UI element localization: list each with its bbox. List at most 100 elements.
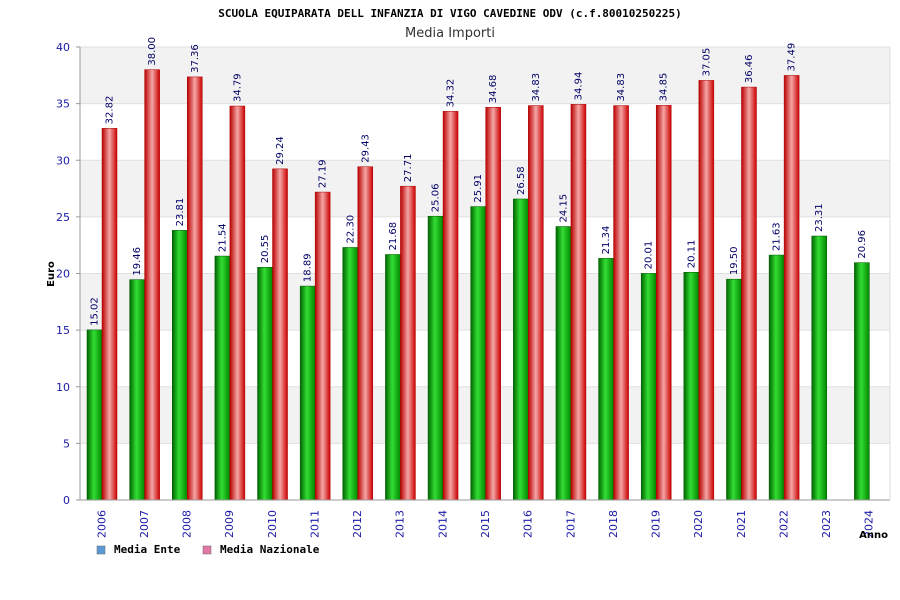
value-label: 26.58: [516, 166, 527, 195]
x-tick-label: 2013: [394, 510, 407, 538]
value-label: 22.30: [345, 215, 356, 244]
y-axis-label: Euro: [46, 261, 57, 287]
bar: [854, 262, 870, 501]
value-label: 19.46: [132, 247, 143, 276]
bar: [683, 272, 700, 501]
bar: [555, 226, 572, 501]
y-axis-ticks: 0 5 10 15 20 25 30 35 40: [56, 41, 70, 507]
x-tick-label: 2009: [223, 510, 236, 538]
x-tick-label: 2008: [181, 510, 194, 538]
bar: [470, 206, 486, 501]
bar: [640, 273, 657, 501]
value-label: 29.24: [275, 136, 286, 165]
bar: [570, 104, 587, 501]
bar: [214, 255, 231, 501]
bar: [485, 106, 501, 501]
value-label: 32.82: [105, 96, 116, 125]
x-axis-label: Anno: [859, 530, 888, 541]
value-label: 34.83: [616, 73, 627, 102]
value-label: 20.55: [260, 235, 271, 264]
x-tick-label: 2016: [522, 510, 535, 538]
value-label: 34.32: [446, 79, 457, 108]
bar: [101, 128, 118, 501]
bar: [129, 279, 145, 501]
bar: [172, 230, 188, 501]
legend-swatch: [96, 545, 106, 555]
value-label: 38.00: [147, 37, 158, 66]
value-label: 37.49: [787, 43, 798, 72]
value-label: 37.05: [701, 48, 712, 77]
chart-title: SCUOLA EQUIPARATA DELL INFANZIA DI VIGO …: [218, 7, 682, 20]
value-label: 25.06: [431, 184, 442, 213]
legend: Media Ente Media Nazionale: [96, 543, 320, 556]
bar: [783, 75, 800, 501]
bar: [187, 76, 203, 501]
bar: [442, 111, 459, 501]
bar: [598, 258, 614, 501]
bar: [427, 215, 444, 501]
bar: [385, 254, 401, 501]
x-tick-label: 2017: [564, 510, 577, 538]
value-label: 37.36: [190, 44, 201, 73]
x-tick-label: 2023: [820, 510, 833, 538]
value-label: 19.50: [729, 247, 740, 276]
value-label: 29.43: [360, 134, 371, 163]
y-tick-label: 30: [56, 154, 70, 167]
value-label: 20.11: [686, 240, 697, 269]
value-label: 23.81: [175, 198, 186, 227]
bar: [272, 168, 288, 501]
x-tick-label: 2019: [650, 510, 663, 538]
bar: [528, 105, 544, 501]
x-tick-label: 2006: [95, 510, 108, 538]
value-label: 20.01: [644, 241, 655, 270]
value-label: 24.15: [558, 194, 569, 223]
x-axis-ticks: 2006 2007 2008 2009 2010 2011 2012 2013 2014 2015…: [95, 510, 875, 538]
y-tick-label: 40: [56, 41, 70, 54]
bar: [314, 191, 331, 501]
bar: [86, 329, 103, 501]
value-label: 23.31: [814, 203, 825, 232]
value-label: 21.34: [601, 226, 612, 255]
bar: [741, 86, 757, 501]
bar: [513, 198, 529, 501]
value-label: 21.54: [217, 223, 228, 252]
y-tick-label: 15: [56, 324, 70, 337]
value-label: 21.63: [772, 222, 783, 251]
x-tick-label: 2022: [777, 510, 790, 538]
y-tick-label: 20: [56, 268, 70, 281]
y-tick-label: 0: [63, 494, 70, 507]
value-label: 27.71: [403, 154, 414, 183]
value-label: 21.68: [388, 222, 399, 251]
legend-swatch: [202, 545, 212, 555]
value-label: 34.94: [573, 72, 584, 101]
bar: [768, 254, 785, 501]
bar: [144, 69, 160, 501]
value-label: 25.91: [473, 174, 484, 203]
y-tick-label: 35: [56, 98, 70, 111]
bar: [257, 267, 273, 501]
value-label: 20.96: [857, 230, 868, 259]
value-label: 36.46: [744, 54, 755, 83]
legend-label: Media Nazionale: [220, 543, 320, 556]
x-tick-label: 2010: [266, 510, 279, 538]
value-label: 34.83: [531, 73, 542, 102]
value-label: 27.19: [318, 159, 329, 188]
chart-subtitle: Media Importi: [405, 26, 495, 41]
value-label: 15.02: [90, 297, 101, 326]
bar: [726, 278, 742, 501]
x-tick-label: 2011: [308, 510, 321, 538]
x-tick-label: 2007: [138, 510, 151, 538]
legend-label: Media Ente: [114, 543, 181, 556]
x-tick-label: 2020: [692, 510, 705, 538]
x-tick-label: 2015: [479, 510, 492, 538]
bar: [357, 166, 374, 501]
value-label: 34.68: [488, 75, 499, 104]
x-tick-label: 2012: [351, 510, 364, 538]
y-tick-label: 25: [56, 211, 70, 224]
value-label: 18.89: [303, 253, 314, 282]
y-tick-label: 10: [56, 381, 70, 394]
x-tick-label: 2021: [735, 510, 748, 538]
bar: [342, 247, 359, 501]
value-label: 34.79: [232, 73, 243, 102]
